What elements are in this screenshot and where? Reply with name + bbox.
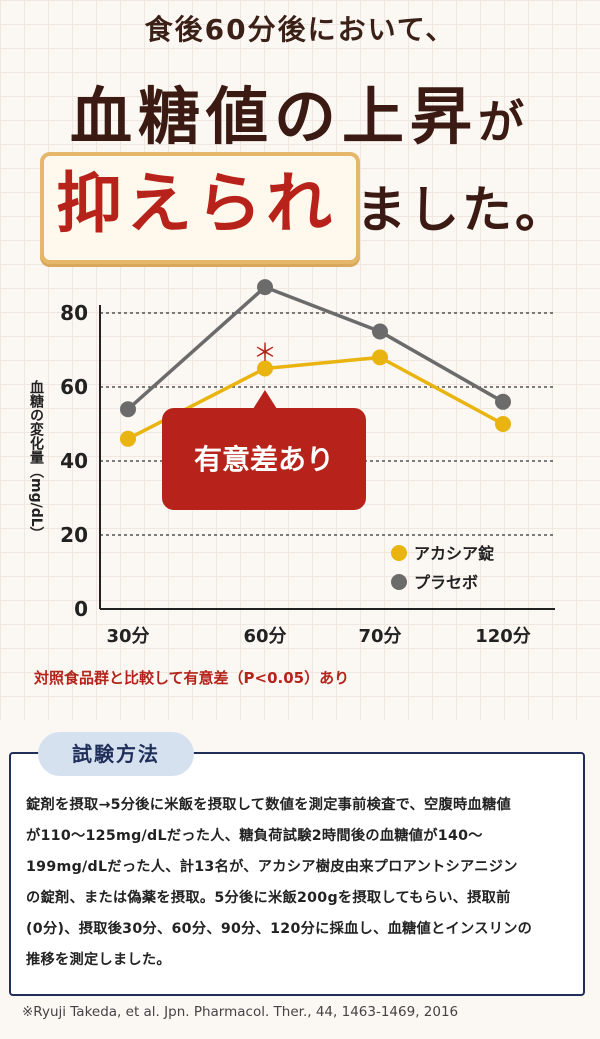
series-line: [126, 285, 504, 411]
highlight-text: 抑えられ: [56, 165, 336, 242]
method-line: の錠剤、または偽薬を摂取。5分後に米飯200gを摂取してもらい、摂取前: [26, 890, 511, 906]
highlight-box: [40, 152, 360, 264]
data-point: [120, 430, 136, 447]
data-point: [120, 401, 136, 418]
citation: ※Ryuji Takeda, et al. Jpn. Pharmacol. Th…: [22, 1004, 459, 1020]
headline-line1: 食後60分後において、: [144, 13, 456, 46]
headline-main: 血糖値の上昇: [69, 80, 478, 153]
legend-marker: [391, 545, 407, 561]
significance-asterisk: ＊: [253, 339, 277, 367]
headline-line3-rest: ました。: [356, 181, 568, 239]
y-tick-label: 40: [60, 449, 88, 473]
x-tick-label: 30分: [106, 626, 149, 647]
x-tick-label: 120分: [475, 626, 531, 647]
legend-label: プラセボ: [414, 573, 478, 592]
method-line: 199mg/dLだった人、計13名が、アカシア樹皮由来プロアントシアニジン: [26, 859, 518, 875]
data-point: [495, 393, 511, 410]
callout-text: 有意差あり: [194, 443, 334, 476]
method-line: 錠剤を摂取→5分後に米飯を摂取して数値を測定事前検査で、空腹時血糖値: [26, 797, 511, 813]
y-tick-label: 80: [60, 301, 88, 325]
data-point: [257, 360, 273, 377]
data-point: [372, 323, 388, 340]
significance-note: 対照食品群と比較して有意差（P<0.05）あり: [34, 669, 350, 687]
series-line: [127, 355, 504, 441]
data-point: [495, 416, 511, 432]
blood-glucose-chart: 0 20 40 60 80 30分 60分 70分 120分 血糖の変化量（mg/dL） ＊ 有意差あ…: [28, 279, 555, 647]
y-tick-label: 20: [60, 523, 88, 547]
x-tick-label: 70分: [358, 626, 401, 647]
y-tick-label: 60: [60, 375, 88, 399]
callout-pointer: [253, 390, 277, 409]
method-line: (0分)、摂取後30分、60分、90分、120分に採血し、血糖値とインスリンの: [26, 921, 533, 937]
headline-particle: が: [478, 95, 530, 149]
y-axis-label: 血糖の変化量（mg/dL）: [28, 379, 45, 540]
headline-line2: 血糖値の上昇が: [0, 66, 600, 156]
method-line: 推移を測定しました。: [26, 952, 171, 968]
method-text: 錠剤を摂取→5分後に米飯を摂取して数値を測定事前検査で、空腹時血糖値 が110〜…: [26, 790, 574, 976]
data-point: [257, 279, 273, 296]
method-box: [9, 752, 585, 996]
legend-label: アカシア錠: [414, 544, 494, 563]
x-tick-label: 60分: [243, 626, 286, 647]
data-point: [372, 349, 388, 366]
callout-bubble: [162, 408, 366, 510]
y-tick-label: 0: [74, 597, 88, 621]
method-line: が110〜125mg/dLだった人、糖負荷試験2時間後の血糖値が140〜: [26, 828, 483, 844]
method-title: 試験方法: [38, 732, 194, 776]
legend-marker: [391, 574, 407, 590]
